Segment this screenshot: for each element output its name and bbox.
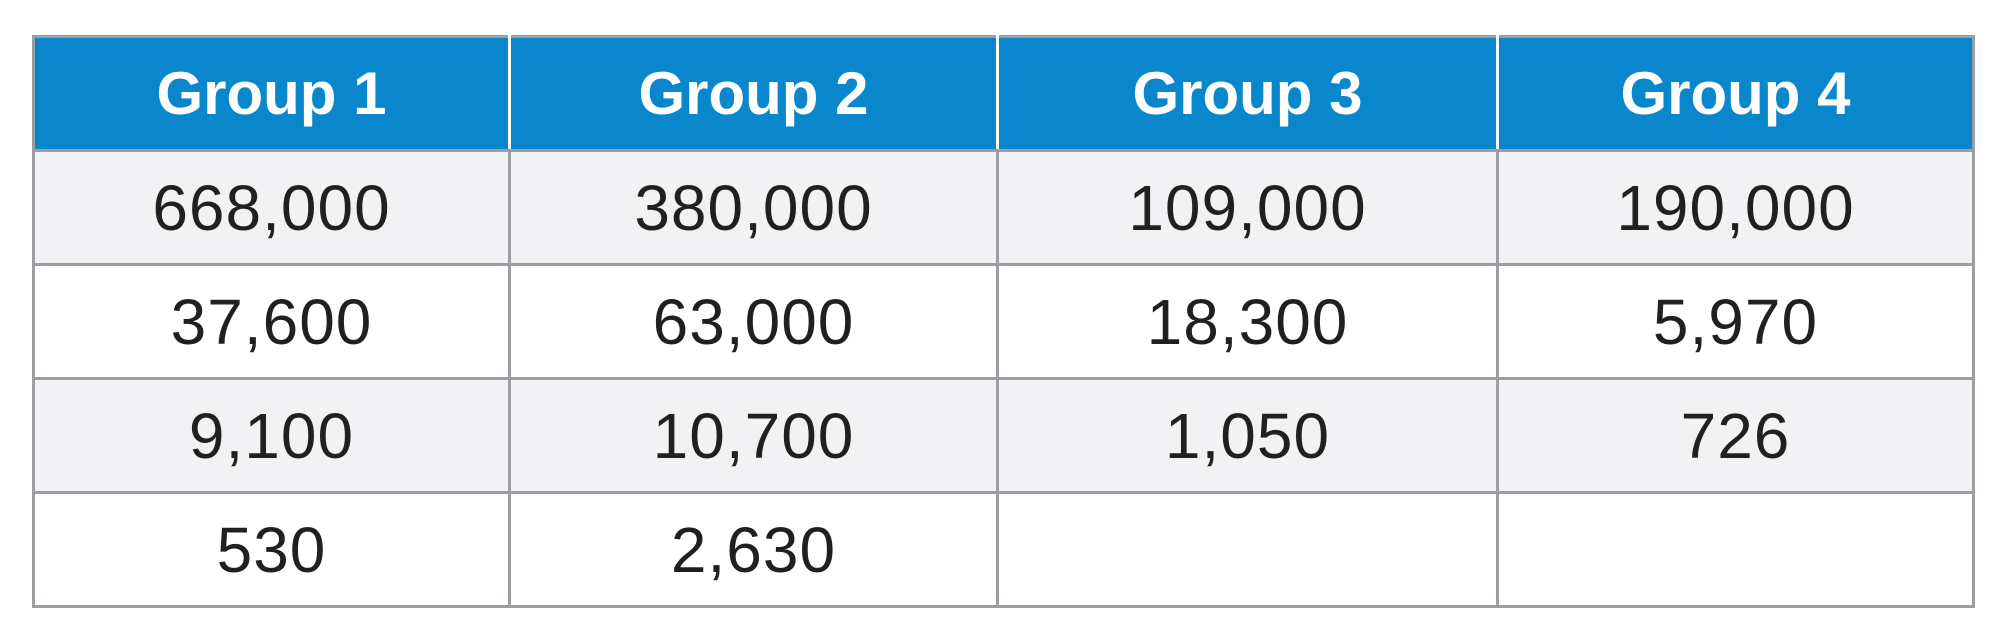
table-cell: 10,700 [508,377,999,494]
header-row: Group 1 Group 2 Group 3 Group 4 [32,35,1975,152]
table-cell: 2,630 [508,491,999,608]
data-table: Group 1 Group 2 Group 3 Group 4 668,000 … [32,35,1975,608]
table-cell: 726 [1496,377,1975,494]
table-cell: 9,100 [32,377,511,494]
table-cell: 109,000 [996,149,1499,266]
table-row: 668,000 380,000 109,000 190,000 [32,149,1975,266]
data-table-container: Group 1 Group 2 Group 3 Group 4 668,000 … [32,35,1975,608]
table-header: Group 1 Group 2 Group 3 Group 4 [32,35,1975,152]
column-header-group-1: Group 1 [32,35,511,152]
table-cell [996,491,1499,608]
table-row: 37,600 63,000 18,300 5,970 [32,263,1975,380]
table-cell: 18,300 [996,263,1499,380]
table-cell: 190,000 [1496,149,1975,266]
column-header-group-4: Group 4 [1496,35,1975,152]
column-header-group-2: Group 2 [508,35,999,152]
table-cell: 37,600 [32,263,511,380]
column-header-group-3: Group 3 [996,35,1499,152]
table-row: 9,100 10,700 1,050 726 [32,377,1975,494]
table-row: 530 2,630 [32,491,1975,608]
table-cell: 63,000 [508,263,999,380]
table-cell: 668,000 [32,149,511,266]
table-cell: 5,970 [1496,263,1975,380]
table-cell: 1,050 [996,377,1499,494]
table-cell: 530 [32,491,511,608]
table-cell: 380,000 [508,149,999,266]
table-body: 668,000 380,000 109,000 190,000 37,600 6… [32,149,1975,608]
table-cell [1496,491,1975,608]
